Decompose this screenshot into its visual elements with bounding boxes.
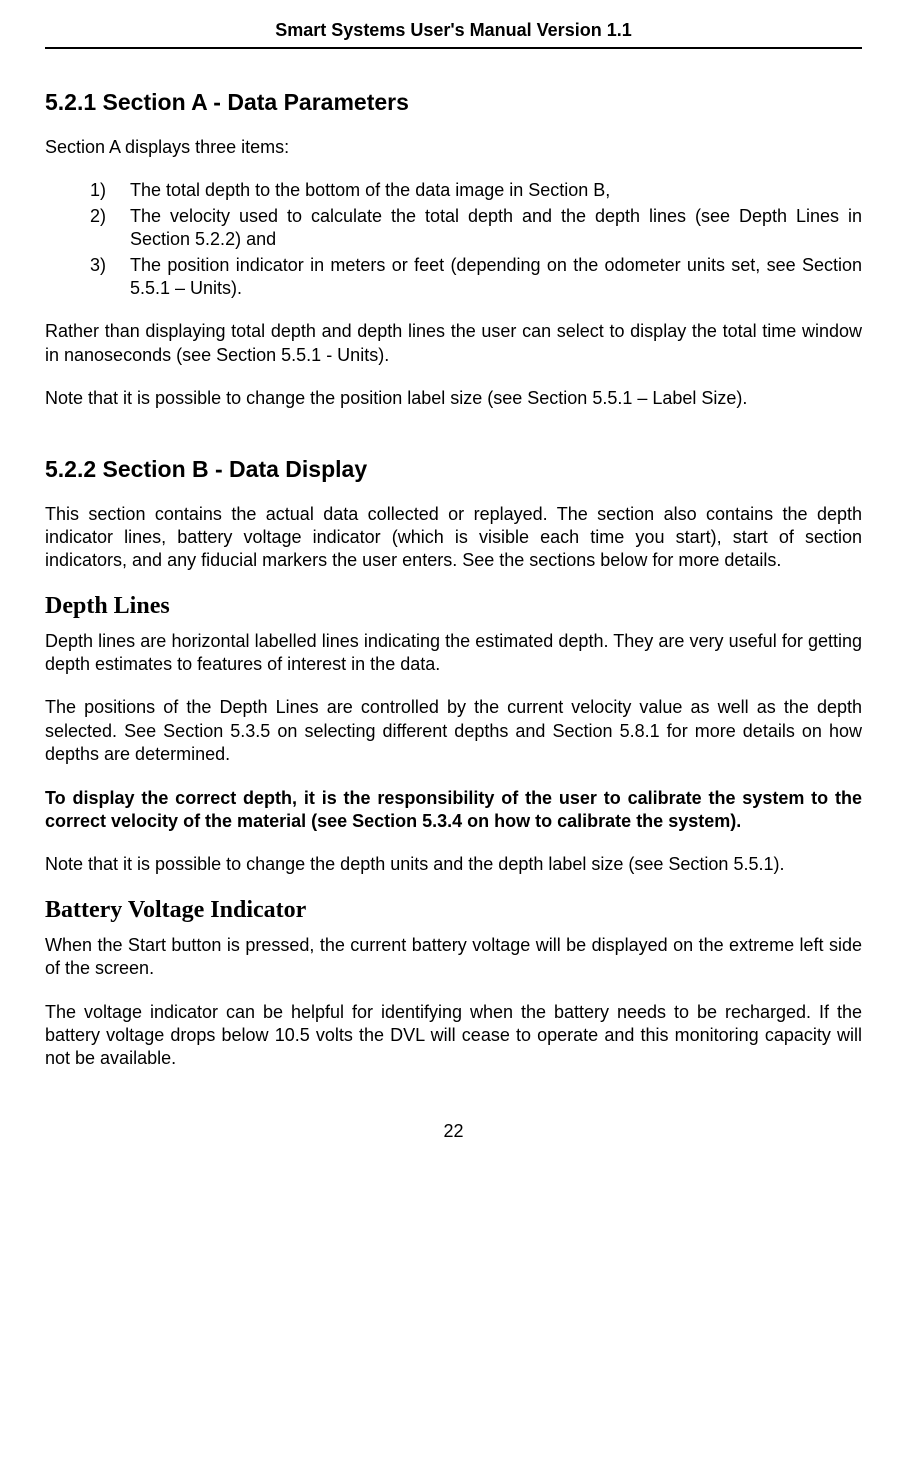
list-item: 1) The total depth to the bottom of the … (45, 179, 862, 202)
battery-para2: The voltage indicator can be helpful for… (45, 1001, 862, 1071)
battery-heading: Battery Voltage Indicator (45, 897, 862, 924)
section-522-para1: This section contains the actual data co… (45, 503, 862, 573)
section-521-para2: Note that it is possible to change the p… (45, 387, 862, 410)
list-number: 2) (45, 205, 130, 252)
section-521-para1: Rather than displaying total depth and d… (45, 320, 862, 367)
list-text: The position indicator in meters or feet… (130, 254, 862, 301)
section-522-heading: 5.2.2 Section B - Data Display (45, 456, 862, 483)
list-number: 3) (45, 254, 130, 301)
depth-lines-para4: Note that it is possible to change the d… (45, 853, 862, 876)
page-number: 22 (45, 1121, 862, 1142)
page-header-title: Smart Systems User's Manual Version 1.1 (45, 20, 862, 49)
section-521-heading: 5.2.1 Section A - Data Parameters (45, 89, 862, 116)
depth-lines-para3-bold: To display the correct depth, it is the … (45, 787, 862, 834)
depth-lines-heading: Depth Lines (45, 593, 862, 620)
list-item: 2) The velocity used to calculate the to… (45, 205, 862, 252)
section-521-list: 1) The total depth to the bottom of the … (45, 179, 862, 300)
list-item: 3) The position indicator in meters or f… (45, 254, 862, 301)
list-text: The total depth to the bottom of the dat… (130, 179, 862, 202)
list-text: The velocity used to calculate the total… (130, 205, 862, 252)
section-521-intro: Section A displays three items: (45, 136, 862, 159)
list-number: 1) (45, 179, 130, 202)
battery-para1: When the Start button is pressed, the cu… (45, 934, 862, 981)
depth-lines-para1: Depth lines are horizontal labelled line… (45, 630, 862, 677)
depth-lines-para2: The positions of the Depth Lines are con… (45, 696, 862, 766)
